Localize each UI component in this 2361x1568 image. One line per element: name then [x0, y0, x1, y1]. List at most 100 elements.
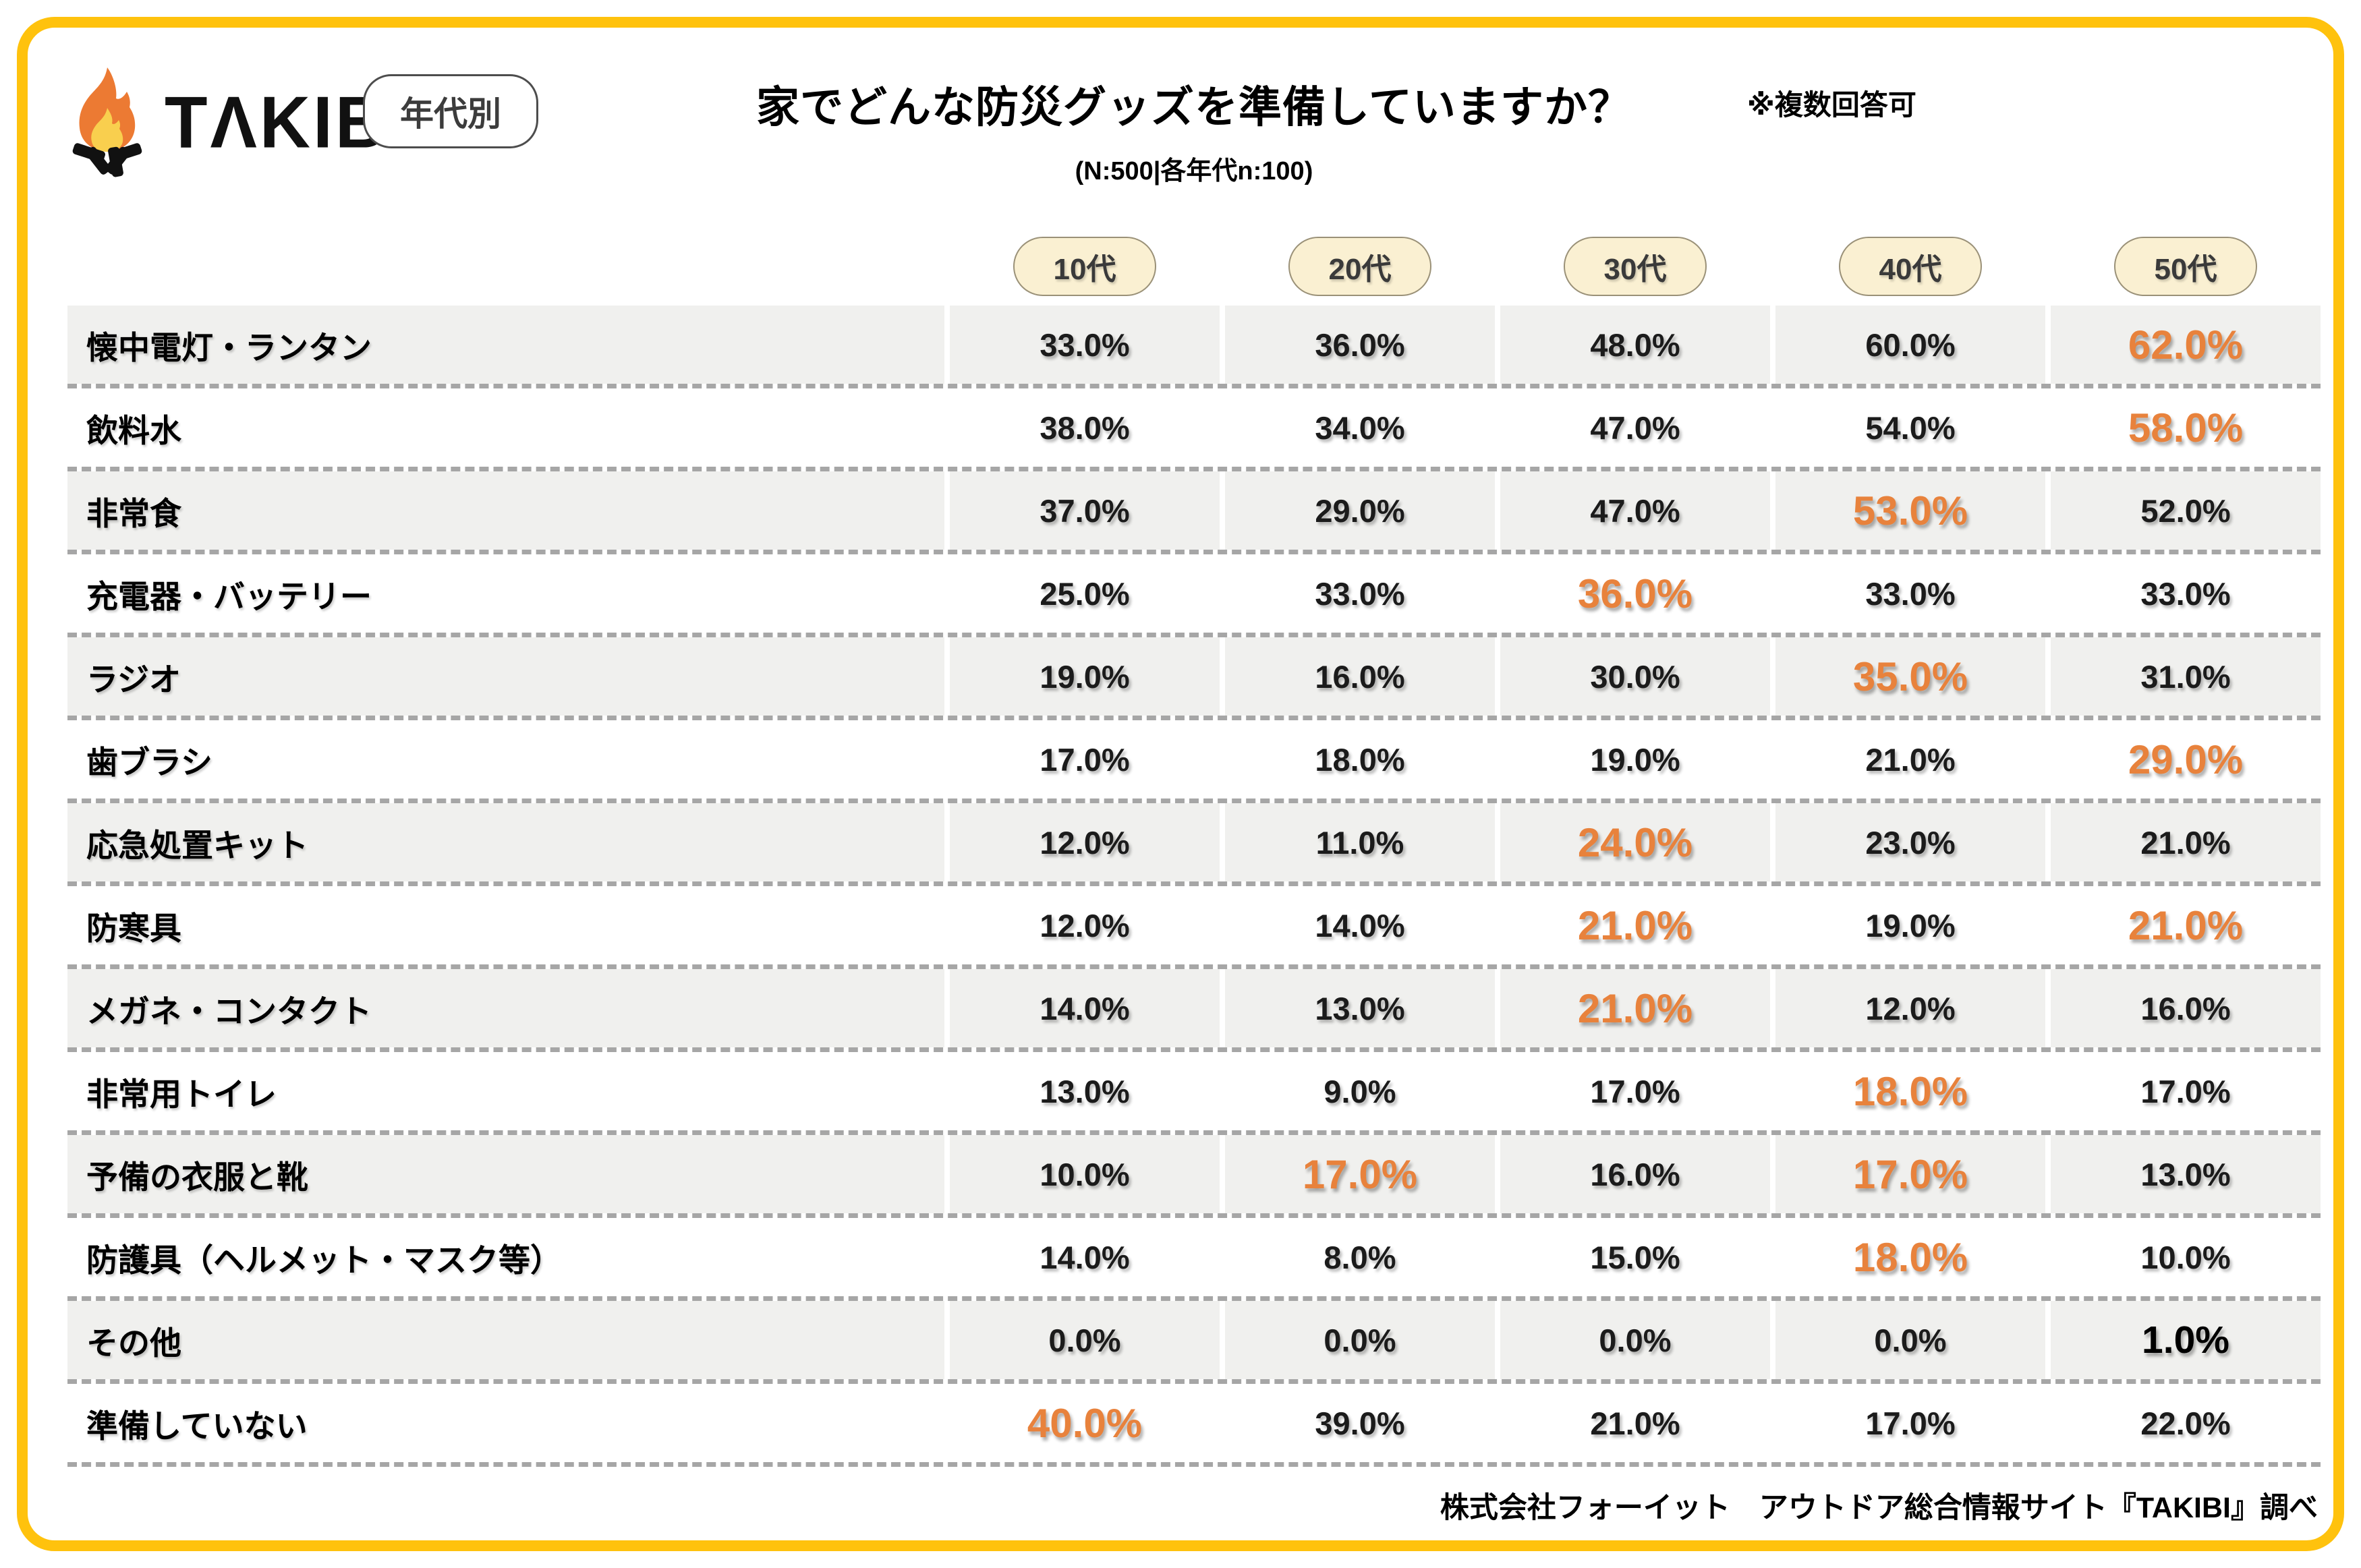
- age-column-pill: 30代: [1564, 237, 1707, 296]
- value-cell: 17.0%: [1500, 1052, 1770, 1130]
- value-cell: 13.0%: [2051, 1135, 2321, 1213]
- header: TΛKIBI 年代別 家でどんな防災グッズを準備していますか？ (N:500|各…: [67, 54, 2321, 233]
- table-body: 懐中電灯・ランタン 33.0% 36.0% 48.0% 60.0% 62.0% …: [67, 306, 2321, 1467]
- value-cell: 10.0%: [2051, 1218, 2321, 1296]
- takibi-logo: TΛKIBI: [67, 66, 411, 179]
- value-cell: 47.0%: [1500, 388, 1770, 467]
- value-cell: 21.0%: [1775, 720, 2045, 798]
- value-cell: 16.0%: [1500, 1135, 1770, 1213]
- value-cell: 17.0%: [950, 720, 1220, 798]
- value-cell: 35.0%: [1775, 637, 2045, 716]
- table-row: その他 0.0% 0.0% 0.0% 0.0% 1.0%: [67, 1301, 2321, 1384]
- source-credit: 株式会社フォーイット アウトドア総合情報サイト『TAKIBI』調べ: [1440, 1492, 2318, 1524]
- value-cell: 62.0%: [2051, 306, 2321, 384]
- multiple-answers-note: ※複数回答可: [1747, 89, 1916, 121]
- sample-size-note: (N:500|各年代n:100): [1075, 157, 1313, 185]
- page-title: 家でどんな防災グッズを準備していますか？: [756, 83, 1632, 132]
- column-header-row: 10代 20代 30代 40代 50代: [67, 233, 2321, 300]
- table-row: メガネ・コンタクト 14.0% 13.0% 21.0% 12.0% 16.0%: [67, 969, 2321, 1052]
- value-cell: 52.0%: [2051, 471, 2321, 550]
- table-row: 充電器・バッテリー 25.0% 33.0% 36.0% 33.0% 33.0%: [67, 554, 2321, 637]
- value-cell: 33.0%: [1225, 554, 1495, 633]
- value-cell: 53.0%: [1775, 471, 2045, 550]
- table-row: 非常用トイレ 13.0% 9.0% 17.0% 18.0% 17.0%: [67, 1052, 2321, 1135]
- value-cell: 15.0%: [1500, 1218, 1770, 1296]
- value-cell: 36.0%: [1225, 306, 1495, 384]
- value-cell: 12.0%: [950, 803, 1220, 881]
- value-cell: 19.0%: [950, 637, 1220, 716]
- value-cell: 60.0%: [1775, 306, 2045, 384]
- value-cell: 29.0%: [2051, 720, 2321, 798]
- age-column-pill: 20代: [1288, 237, 1431, 296]
- table-row: 歯ブラシ 17.0% 18.0% 19.0% 21.0% 29.0%: [67, 720, 2321, 803]
- table-row: 懐中電灯・ランタン 33.0% 36.0% 48.0% 60.0% 62.0%: [67, 306, 2321, 388]
- value-cell: 12.0%: [1775, 969, 2045, 1047]
- column-header-cell: 50代: [2051, 237, 2321, 296]
- value-cell: 33.0%: [950, 306, 1220, 384]
- item-label: 予備の衣服と靴: [67, 1135, 944, 1213]
- value-cell: 34.0%: [1225, 388, 1495, 467]
- item-label: メガネ・コンタクト: [67, 969, 944, 1047]
- value-cell: 36.0%: [1500, 554, 1770, 633]
- value-cell: 19.0%: [1500, 720, 1770, 798]
- age-column-pill: 50代: [2114, 237, 2257, 296]
- item-label: 歯ブラシ: [67, 720, 944, 798]
- value-cell: 12.0%: [950, 886, 1220, 964]
- column-header-cell: 10代: [950, 237, 1220, 296]
- value-cell: 21.0%: [1500, 969, 1770, 1047]
- value-cell: 30.0%: [1500, 637, 1770, 716]
- value-cell: 9.0%: [1225, 1052, 1495, 1130]
- value-cell: 21.0%: [1500, 1384, 1770, 1462]
- content: TΛKIBI 年代別 家でどんな防災グッズを準備していますか？ (N:500|各…: [67, 54, 2321, 1526]
- table-row: 飲料水 38.0% 34.0% 47.0% 54.0% 58.0%: [67, 388, 2321, 471]
- item-label: 非常用トイレ: [67, 1052, 944, 1130]
- value-cell: 47.0%: [1500, 471, 1770, 550]
- title-block: 家でどんな防災グッズを準備していますか？ (N:500|各年代n:100): [519, 73, 1869, 187]
- age-group-badge: 年代別: [363, 74, 538, 148]
- table-row: 非常食 37.0% 29.0% 47.0% 53.0% 52.0%: [67, 471, 2321, 554]
- value-cell: 17.0%: [2051, 1052, 2321, 1130]
- value-cell: 29.0%: [1225, 471, 1495, 550]
- value-cell: 10.0%: [950, 1135, 1220, 1213]
- item-label: 飲料水: [67, 388, 944, 467]
- value-cell: 21.0%: [1500, 886, 1770, 964]
- value-cell: 21.0%: [2051, 803, 2321, 881]
- value-cell: 14.0%: [950, 1218, 1220, 1296]
- value-cell: 13.0%: [1225, 969, 1495, 1047]
- item-label: 充電器・バッテリー: [67, 554, 944, 633]
- item-label: 防護具（ヘルメット・マスク等）: [67, 1218, 944, 1296]
- value-cell: 19.0%: [1775, 886, 2045, 964]
- value-cell: 0.0%: [1775, 1301, 2045, 1379]
- value-cell: 40.0%: [950, 1384, 1220, 1462]
- value-cell: 58.0%: [2051, 388, 2321, 467]
- value-cell: 33.0%: [1775, 554, 2045, 633]
- value-cell: 17.0%: [1775, 1135, 2045, 1213]
- item-label: 応急処置キット: [67, 803, 944, 881]
- value-cell: 8.0%: [1225, 1218, 1495, 1296]
- value-cell: 0.0%: [950, 1301, 1220, 1379]
- table-row: 応急処置キット 12.0% 11.0% 24.0% 23.0% 21.0%: [67, 803, 2321, 886]
- value-cell: 14.0%: [1225, 886, 1495, 964]
- value-cell: 25.0%: [950, 554, 1220, 633]
- value-cell: 17.0%: [1225, 1135, 1495, 1213]
- column-header-cell: 40代: [1775, 237, 2045, 296]
- value-cell: 0.0%: [1225, 1301, 1495, 1379]
- age-column-pill: 40代: [1839, 237, 1982, 296]
- value-cell: 16.0%: [1225, 637, 1495, 716]
- value-cell: 18.0%: [1775, 1052, 2045, 1130]
- value-cell: 37.0%: [950, 471, 1220, 550]
- value-cell: 16.0%: [2051, 969, 2321, 1047]
- value-cell: 22.0%: [2051, 1384, 2321, 1462]
- age-column-pill: 10代: [1013, 237, 1156, 296]
- value-cell: 31.0%: [2051, 637, 2321, 716]
- column-header-cell: 20代: [1225, 237, 1495, 296]
- value-cell: 18.0%: [1225, 720, 1495, 798]
- value-cell: 24.0%: [1500, 803, 1770, 881]
- item-label: その他: [67, 1301, 944, 1379]
- value-cell: 13.0%: [950, 1052, 1220, 1130]
- table-row: 予備の衣服と靴 10.0% 17.0% 16.0% 17.0% 13.0%: [67, 1135, 2321, 1218]
- table-row: 防寒具 12.0% 14.0% 21.0% 19.0% 21.0%: [67, 886, 2321, 969]
- item-label: 非常食: [67, 471, 944, 550]
- table-row: 防護具（ヘルメット・マスク等） 14.0% 8.0% 15.0% 18.0% 1…: [67, 1218, 2321, 1301]
